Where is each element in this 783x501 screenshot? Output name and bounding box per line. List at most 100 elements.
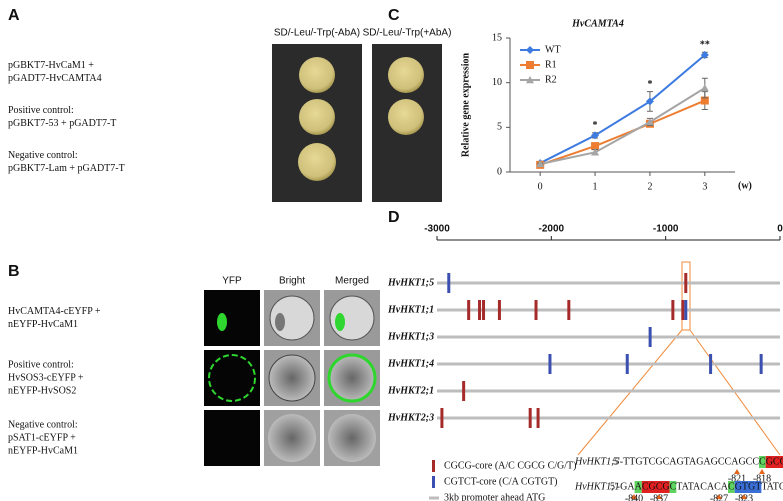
legend-swatch <box>432 476 435 488</box>
sequence-segment: C <box>728 481 735 492</box>
sequence-segment: 5'-TTGTCGCAGTAGAGCCAGCC <box>613 456 759 467</box>
data-point <box>700 50 709 59</box>
site-position: -840 <box>625 493 643 501</box>
element-site <box>478 300 482 320</box>
element-site <box>447 273 451 293</box>
element-site <box>625 354 629 374</box>
motif-highlight <box>634 481 642 493</box>
legend-swatch <box>432 460 435 472</box>
sequence-gene: HvHKT1;5 <box>574 456 619 467</box>
panel-label: D <box>388 209 400 226</box>
row-label: nEYFP-HvCaM1 <box>8 319 78 330</box>
data-point <box>645 97 654 106</box>
row-label: nEYFP-HvCaM1 <box>8 445 78 456</box>
element-site <box>648 327 652 347</box>
legend-label: WT <box>545 44 561 55</box>
row-label: Negative control: <box>8 419 78 430</box>
legend-label: R2 <box>545 74 557 85</box>
element-site <box>536 408 540 428</box>
site-arrow <box>656 494 662 499</box>
legend-marker <box>526 61 534 69</box>
series-line <box>539 54 706 164</box>
gene-name: HvHKT1;1 <box>387 304 434 315</box>
sequence-segment: TATACACA <box>676 481 729 492</box>
sequence-segment: CGCG <box>642 481 670 492</box>
significance: * <box>593 120 598 131</box>
element-site <box>528 408 532 428</box>
data-point <box>591 142 600 151</box>
legend-marker <box>526 46 534 54</box>
element-site <box>684 300 688 320</box>
motif-highlight <box>734 481 762 493</box>
site-position: -837 <box>650 493 668 501</box>
row-label: HvSOS3-cEYFP + <box>8 372 84 383</box>
element-site <box>567 300 571 320</box>
site-position: -827 <box>710 493 728 501</box>
row-label: pGBKT7-53 + pGADT7-T <box>8 118 116 129</box>
panel-a-plates <box>272 44 442 202</box>
gene-name: HvHKT2;3 <box>387 412 434 423</box>
row-label: pSAT1-cEYFP + <box>8 432 76 443</box>
panel-label: B <box>8 263 20 280</box>
site-arrow <box>631 494 637 499</box>
sequence-segment: C <box>759 456 766 467</box>
y-tick-label: 15 <box>492 32 502 43</box>
sequence-segment: A <box>635 481 643 492</box>
gene-name: HvHKT2;1 <box>387 385 434 396</box>
motif-highlight <box>765 456 783 468</box>
y-tick-label: 5 <box>497 122 502 133</box>
site-position: -823 <box>735 493 753 501</box>
row-label: pGADT7-HvCAMTA4 <box>8 73 102 84</box>
scale-tick-label: -2000 <box>539 224 565 235</box>
element-site <box>482 300 486 320</box>
y-tick-label: 10 <box>492 77 502 88</box>
sequence-segment: TATCGGA-3' <box>761 481 783 492</box>
x-tick-label: 1 <box>593 181 598 192</box>
legend-label: CGCG-core (A/C CGCG C/G/T) <box>444 460 577 471</box>
element-site <box>671 300 675 320</box>
sequence-gene: HvHKT1;1 <box>574 481 619 492</box>
element-site <box>709 354 713 374</box>
data-point <box>591 148 600 156</box>
gene-name: HvHKT1;5 <box>387 277 434 288</box>
zoom-box <box>681 261 691 331</box>
gene-name: HvHKT1;4 <box>387 358 434 369</box>
motif-highlight <box>759 456 766 468</box>
sequence-segment: C <box>670 481 677 492</box>
column-header: Merged <box>335 276 369 287</box>
site-position: -821 <box>728 473 746 484</box>
sequence-segment: 5'-GA <box>610 481 635 492</box>
data-point <box>536 159 545 168</box>
panel-label: A <box>8 7 20 24</box>
element-site <box>759 354 763 374</box>
column-header: YFP <box>222 276 242 287</box>
x-tick-label: 0 <box>538 181 543 192</box>
row-label: pGBKT7-Lam + pGADT7-T <box>8 163 125 174</box>
column-header: Bright <box>279 276 305 287</box>
legend-label: 3kb promoter ahead ATG <box>444 492 545 501</box>
row-label: Positive control: <box>8 359 74 370</box>
panel-b-images <box>204 290 380 466</box>
element-site <box>467 300 471 320</box>
sequence-segment: GTGT <box>735 481 762 492</box>
series-line <box>539 99 706 166</box>
gene-name: HvHKT1;3 <box>387 331 434 342</box>
y-tick-label: 0 <box>497 166 502 177</box>
element-site <box>497 300 501 320</box>
element-site <box>548 354 552 374</box>
row-label: HvCAMTA4-cEYFP + <box>8 306 101 317</box>
row-label: nEYFP-HvSOS2 <box>8 385 76 396</box>
legend-label: CGTCT-core (C/A CGTGT) <box>444 476 558 487</box>
plate-header: SD/-Leu/-Trp(-AbA) <box>274 28 360 39</box>
element-site <box>462 381 466 401</box>
x-tick-label: 2 <box>647 181 652 192</box>
site-arrow <box>741 494 747 499</box>
chart-title: HvCAMTA4 <box>571 18 624 29</box>
motif-highlight <box>728 481 735 493</box>
legend-marker <box>526 76 534 84</box>
legend-label: R1 <box>545 59 557 70</box>
scale-tick-label: -3000 <box>424 224 450 235</box>
data-point <box>645 117 654 126</box>
